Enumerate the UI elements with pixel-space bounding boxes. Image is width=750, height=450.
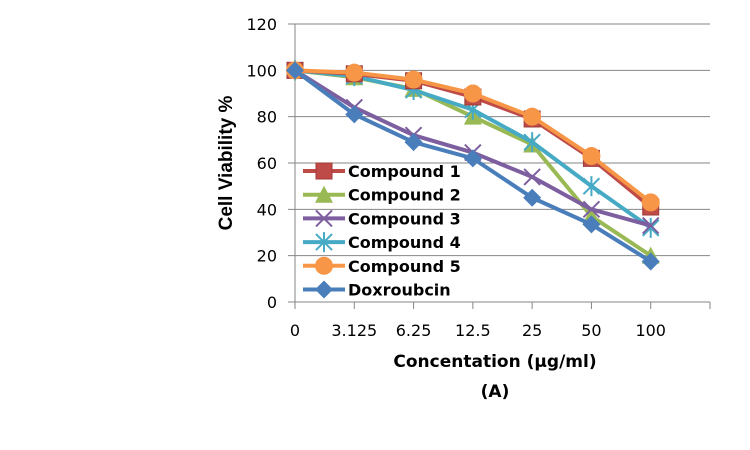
legend-item: Compound 4 (303, 232, 461, 252)
y-tick-label: 20 (257, 247, 277, 266)
series-compound-5 (286, 61, 660, 212)
legend-item: Doxroubcin (303, 280, 451, 300)
data-point (404, 70, 423, 89)
data-point (523, 132, 541, 153)
x-tick-label: 0 (290, 321, 300, 340)
data-point (463, 149, 482, 168)
data-point (641, 252, 660, 271)
legend-marker-icon (315, 162, 333, 180)
panel-label: (A) (481, 382, 510, 402)
legend-marker-icon (315, 280, 333, 299)
legend-item: Compound 1 (303, 162, 461, 181)
x-tick-label: 25 (522, 321, 542, 340)
x-tick-label: 50 (581, 321, 601, 340)
legend-label: Compound 5 (348, 257, 461, 276)
y-tick-label: 0 (267, 293, 277, 312)
data-point (523, 107, 542, 126)
data-point (582, 215, 601, 234)
data-point (641, 193, 660, 212)
data-point (582, 200, 601, 219)
data-point (345, 105, 364, 124)
legend-item: Compound 5 (303, 256, 461, 276)
data-point (463, 84, 482, 103)
legend-marker-icon (315, 256, 333, 275)
y-tick-label: 40 (257, 200, 277, 219)
series-group (286, 60, 660, 271)
legend-label: Compound 3 (348, 209, 461, 228)
legend-item: Compound 3 (303, 209, 461, 228)
legend-item: Compound 2 (303, 185, 461, 205)
data-point (523, 168, 541, 186)
x-axis-label: Concentation (µg/ml) (393, 352, 596, 372)
legend-label: Compound 1 (348, 162, 461, 181)
legend-marker-icon (315, 232, 333, 253)
data-point (404, 133, 423, 152)
data-point (345, 63, 364, 82)
y-tick-label: 120 (246, 15, 277, 34)
legend-marker-icon (315, 185, 333, 203)
y-tick-label: 80 (257, 108, 277, 127)
y-tick-label: 60 (257, 154, 277, 173)
data-point (286, 61, 304, 80)
legend-marker-icon (315, 209, 333, 228)
y-tick-label: 100 (246, 61, 277, 80)
legend-label: Compound 4 (348, 233, 461, 252)
x-tick-label: 100 (635, 321, 666, 340)
x-tick-label: 3.125 (331, 321, 377, 340)
series-doxroubcin (286, 61, 660, 271)
x-tick-label: 6.25 (396, 321, 432, 340)
x-tick-label: 12.5 (455, 321, 491, 340)
y-tick-labels: 0 20 40 60 80 100 120 (246, 15, 277, 312)
legend-label: Compound 2 (348, 186, 461, 205)
data-point (582, 176, 601, 197)
data-point (642, 216, 660, 235)
y-axis-label: Cell Viability % (216, 95, 237, 230)
legend-label: Doxroubcin (348, 281, 451, 300)
legend: Compound 1 Compound 2 Compound 3 Compound 4… (303, 162, 461, 300)
data-point (523, 188, 542, 207)
x-tick-labels: 0 3.125 6.25 12.5 25 50 100 (290, 321, 666, 340)
data-point (582, 147, 601, 166)
